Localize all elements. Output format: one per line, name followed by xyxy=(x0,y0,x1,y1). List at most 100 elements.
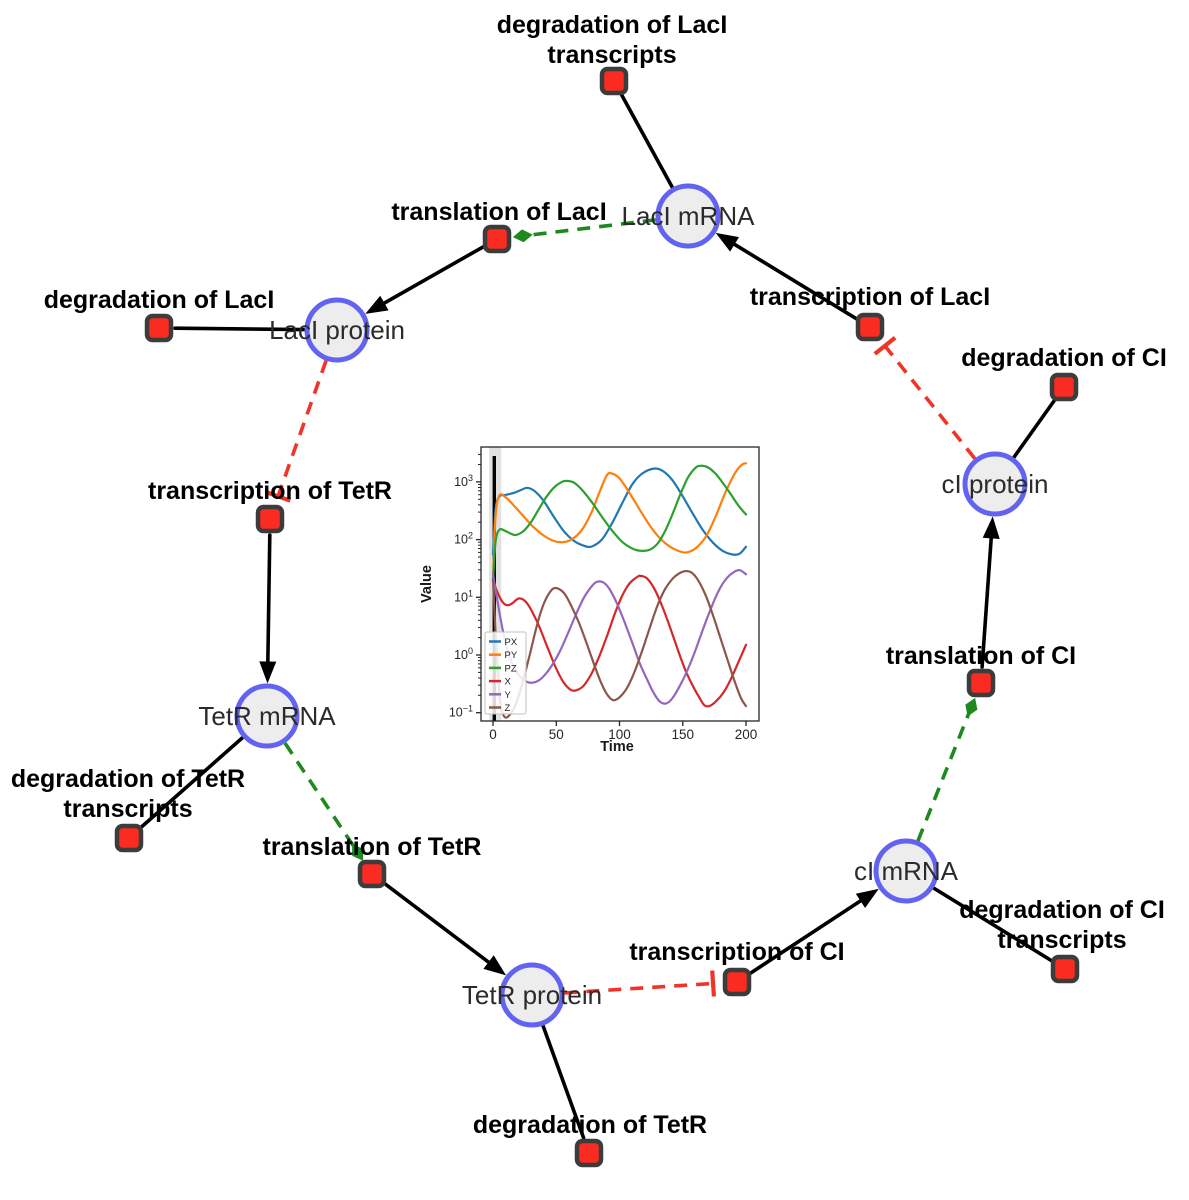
legend-entry-label: PZ xyxy=(505,663,517,674)
reaction-square-icon[interactable] xyxy=(855,312,885,342)
chart-legend: PX PY PZ XYZ xyxy=(484,631,527,715)
edge-product-tx_ci-ci_mrna xyxy=(748,888,879,976)
edge-inhibition-laci_protein-tx_tetr xyxy=(265,359,328,503)
inhibition-tbar-icon xyxy=(265,490,292,503)
edge-reactant-ci_mrna-deg_ci_tx xyxy=(931,886,1054,963)
inset-timecourse-chart: 0 50 100 150 20010−1100101102103TimeValuePXP… xyxy=(419,446,760,755)
reaction-label-deg_tetr_tx: degradation of TetR transcripts xyxy=(11,765,245,823)
reaction-node-tl_ci[interactable]: translation of CI xyxy=(886,642,1076,698)
reaction-label-deg_ci: degradation of CI xyxy=(961,344,1167,372)
species-node-ci_protein[interactable]: cI protein xyxy=(942,451,1049,517)
chart-x-tick-label: 50 xyxy=(549,727,564,742)
modifier-arrowhead-icon xyxy=(352,844,364,861)
edge-reactant-tetr_protein-deg_tetr xyxy=(541,1023,586,1140)
reaction-node-tx_ci[interactable]: transcription of CI xyxy=(629,938,845,997)
species-circle-icon[interactable] xyxy=(655,183,721,249)
chart-series-X xyxy=(491,574,748,708)
chart-y-axis-label: Value xyxy=(419,565,435,603)
reaction-square-icon[interactable] xyxy=(722,967,752,997)
reaction-square-icon[interactable] xyxy=(966,668,996,698)
chart-y-tick-label: 103 xyxy=(454,473,473,489)
species-circle-icon[interactable] xyxy=(962,451,1028,517)
edge-product-tx_laci-laci_mrna xyxy=(715,232,859,321)
reaction-label-tl_tetr: translation of TetR xyxy=(263,833,482,861)
legend-entry-PX: PX xyxy=(489,637,518,648)
reaction-node-deg_laci_tx[interactable]: degradation of LacI transcripts xyxy=(497,11,728,96)
legend-entry-X: X xyxy=(489,677,512,688)
reaction-square-icon[interactable] xyxy=(1049,372,1079,402)
chart-y-tick-label: 102 xyxy=(454,531,473,547)
species-node-laci_protein[interactable]: LacI protein xyxy=(269,297,405,363)
reaction-square-icon[interactable] xyxy=(599,66,629,96)
reaction-node-deg_laci[interactable]: degradation of LacI xyxy=(44,286,275,343)
arrowhead-icon xyxy=(982,516,1000,539)
species-circle-icon[interactable] xyxy=(304,297,370,363)
reaction-node-deg_ci_tx[interactable]: degradation of CI transcripts xyxy=(959,896,1165,984)
edge-modifier-tetr_mrna-tl_tetr xyxy=(283,742,364,861)
species-label-ci_protein: cI protein xyxy=(942,469,1049,499)
species-circle-icon[interactable] xyxy=(873,838,939,904)
reaction-node-deg_tetr_tx[interactable]: degradation of TetR transcripts xyxy=(11,765,245,853)
reaction-label-tx_laci: transcription of LacI xyxy=(750,283,990,311)
species-circle-icon[interactable] xyxy=(234,683,300,749)
species-label-tetr_mrna: TetR mRNA xyxy=(198,701,336,731)
legend-entry-label: X xyxy=(505,677,512,688)
reaction-square-icon[interactable] xyxy=(482,224,512,254)
edge-reactant-laci_protein-deg_laci xyxy=(173,326,307,332)
reaction-node-tx_laci[interactable]: transcription of LacI xyxy=(750,283,990,342)
edges-layer xyxy=(139,93,1057,1140)
chart-series-PY xyxy=(491,462,748,581)
reaction-label-deg_laci_tx: degradation of LacI transcripts xyxy=(497,11,728,69)
arrowhead-icon xyxy=(259,661,277,684)
species-node-ci_mrna[interactable]: cI mRNA xyxy=(854,838,959,904)
reaction-square-icon[interactable] xyxy=(357,859,387,889)
edge-inhibition-tetr_protein-tx_ci xyxy=(564,970,716,997)
species-node-tetr_mrna[interactable]: TetR mRNA xyxy=(198,683,336,749)
legend-entry-label: PY xyxy=(505,650,518,661)
legend-entry-PZ: PZ xyxy=(489,663,517,674)
species-node-laci_mrna[interactable]: LacI mRNA xyxy=(622,183,756,249)
arrowhead-icon xyxy=(365,295,389,314)
reaction-label-tx_ci: transcription of CI xyxy=(629,938,844,966)
reaction-node-tx_tetr[interactable]: transcription of TetR xyxy=(148,477,392,534)
reaction-square-icon[interactable] xyxy=(255,504,285,534)
edge-reactant-laci_mrna-deg_laci_tx xyxy=(619,93,675,190)
species-circle-icon[interactable] xyxy=(499,962,565,1028)
species-label-ci_mrna: cI mRNA xyxy=(854,856,959,886)
inhibition-tbar-icon xyxy=(873,336,897,356)
reaction-node-deg_tetr[interactable]: degradation of TetR xyxy=(473,1111,707,1168)
chart-x-tick-label: 150 xyxy=(672,727,695,742)
arrowhead-icon xyxy=(715,232,739,252)
reaction-node-deg_ci[interactable]: degradation of CI xyxy=(961,344,1167,402)
edge-product-tl_tetr-tetr_protein xyxy=(382,881,507,976)
reaction-label-deg_tetr: degradation of TetR xyxy=(473,1111,707,1139)
edge-reactant-ci_protein-deg_ci xyxy=(1011,398,1057,460)
arrowhead-icon xyxy=(483,955,507,976)
legend-entry-Z: Z xyxy=(489,703,511,714)
reaction-label-deg_laci: degradation of LacI xyxy=(44,286,275,314)
modifier-arrowhead-icon xyxy=(965,697,978,717)
reaction-label-tx_tetr: transcription of TetR xyxy=(148,477,392,505)
inhibition-tbar-icon xyxy=(710,970,716,997)
reaction-node-tl_laci[interactable]: translation of LacI xyxy=(391,198,607,254)
edge-modifier-ci_mrna-tl_ci xyxy=(916,697,978,842)
species-label-laci_mrna: LacI mRNA xyxy=(622,201,756,231)
reaction-label-deg_ci_tx: degradation of CI transcripts xyxy=(959,896,1165,954)
edge-reactant-tetr_mrna-deg_tetr_tx xyxy=(139,735,245,830)
reaction-square-icon[interactable] xyxy=(1050,954,1080,984)
edge-product-tl_ci-ci_protein xyxy=(980,516,1000,669)
reaction-square-icon[interactable] xyxy=(144,313,174,343)
reaction-label-tl_ci: translation of CI xyxy=(886,642,1076,670)
legend-entry-label: Z xyxy=(505,703,511,714)
legend-entry-Y: Y xyxy=(489,690,512,701)
chart-x-tick-label: 0 xyxy=(489,727,497,742)
species-label-tetr_protein: TetR protein xyxy=(462,980,602,1010)
species-node-tetr_protein[interactable]: TetR protein xyxy=(462,962,602,1028)
chart-x-tick-label: 200 xyxy=(735,727,758,742)
chart-series-PX xyxy=(491,467,748,556)
reaction-square-icon[interactable] xyxy=(574,1138,604,1168)
reaction-square-icon[interactable] xyxy=(114,823,144,853)
reaction-node-tl_tetr[interactable]: translation of TetR xyxy=(263,833,482,889)
